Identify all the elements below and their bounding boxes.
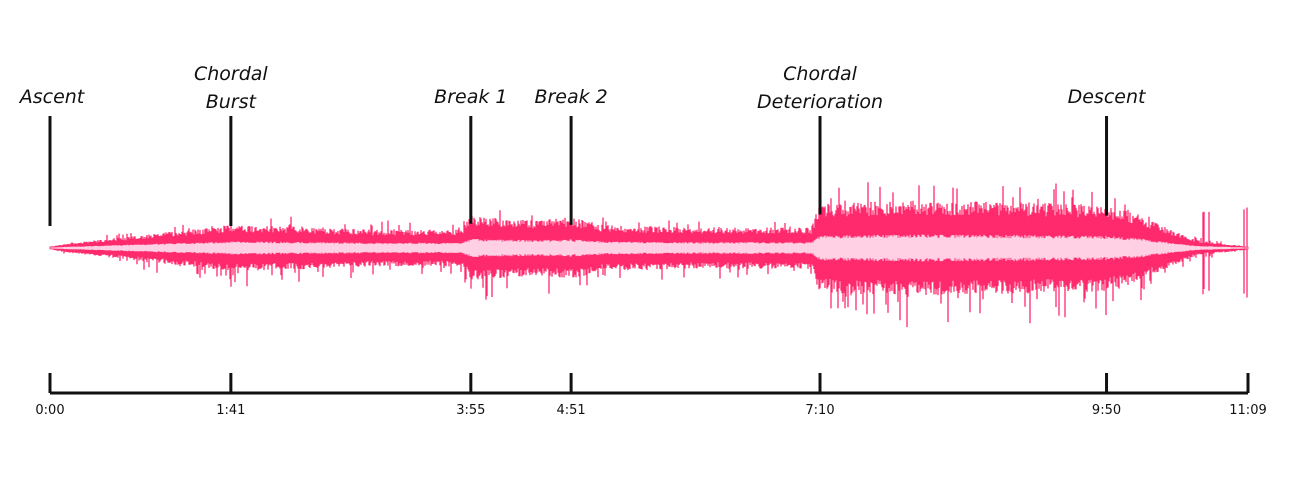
section-label: Descent xyxy=(1068,86,1147,108)
time-axis: 0:00 1:41 3:55 4:51 7:10 9:50 11:09 xyxy=(35,373,1267,418)
section-marker: Break 2 xyxy=(534,86,608,225)
waveform-core xyxy=(49,234,1249,262)
time-tick-label: 9:50 xyxy=(1092,403,1121,418)
time-tick-label: 4:51 xyxy=(557,403,586,418)
time-tick-label: 0:00 xyxy=(35,403,64,418)
section-label-line: Chordal xyxy=(194,63,268,85)
section-label: Chordal Burst xyxy=(194,63,268,113)
section-label: Ascent xyxy=(18,86,86,108)
section-label: Chordal Deterioration xyxy=(757,63,883,113)
section-label-line: Break 1 xyxy=(434,86,507,108)
section-label-line: Chordal xyxy=(783,63,857,85)
section-label-line: Deterioration xyxy=(757,91,883,113)
time-tick-label: 3:55 xyxy=(456,403,485,418)
time-tick-label: 11:09 xyxy=(1229,403,1266,418)
section-label: Break 2 xyxy=(534,86,607,108)
section-marker: Break 1 xyxy=(434,86,507,224)
section-markers: Ascent Chordal Burst Break 1 Break 2 Chordal D… xyxy=(18,63,1147,226)
time-tick-label: 7:10 xyxy=(805,403,834,418)
section-marker: Descent xyxy=(1068,86,1147,216)
section-label-line: Descent xyxy=(1068,86,1147,108)
waveform-layer xyxy=(49,182,1249,328)
section-label-line: Break 2 xyxy=(534,86,607,108)
section-label-line: Ascent xyxy=(18,86,86,108)
section-label-line: Burst xyxy=(206,91,258,113)
section-marker: Chordal Burst xyxy=(194,63,268,226)
section-marker: Ascent xyxy=(18,86,86,226)
time-tick-label: 1:41 xyxy=(216,403,245,418)
section-marker: Chordal Deterioration xyxy=(757,63,883,215)
section-label: Break 1 xyxy=(434,86,507,108)
